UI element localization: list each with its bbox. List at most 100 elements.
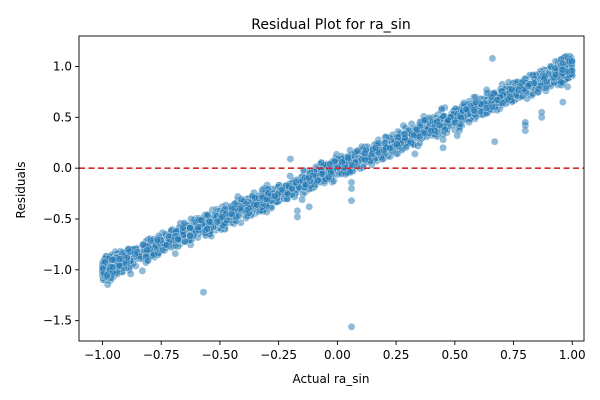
- data-point: [108, 263, 117, 272]
- data-point: [457, 113, 465, 122]
- data-point: [487, 92, 496, 101]
- data-point: [103, 280, 112, 289]
- y-axis-ticks: −1.5 −1.0 −0.5 0.0 0.5 1.0: [43, 60, 79, 328]
- data-point: [341, 170, 350, 179]
- data-point: [437, 104, 446, 113]
- data-point: [313, 176, 322, 185]
- y-tick-label: 1.0: [53, 60, 72, 74]
- data-point: [361, 155, 369, 164]
- data-point: [558, 65, 567, 74]
- data-point: [205, 217, 214, 226]
- plot-area: [78, 35, 585, 342]
- data-point: [482, 104, 491, 112]
- data-point: [394, 133, 403, 142]
- y-tick-label: −0.5: [43, 212, 72, 226]
- outlier-point: [490, 137, 499, 146]
- data-point: [234, 212, 243, 220]
- data-point: [380, 146, 388, 155]
- x-tick-label: 0.00: [324, 348, 351, 362]
- x-tick-label: 0.75: [500, 348, 527, 362]
- data-point: [568, 57, 576, 66]
- data-point: [143, 246, 152, 255]
- outlier-point: [126, 270, 135, 278]
- data-point: [203, 211, 212, 219]
- data-point: [362, 145, 370, 154]
- data-point: [144, 256, 152, 265]
- data-point: [469, 106, 478, 115]
- data-point: [465, 118, 473, 127]
- data-point: [181, 237, 189, 246]
- data-point: [435, 121, 444, 129]
- data-point: [353, 162, 362, 171]
- data-point: [115, 255, 124, 264]
- data-point: [186, 223, 194, 232]
- x-axis-ticks: −1.00 −0.75 −0.50 −0.25 0.00 0.25 0.50 0.75 1.00: [84, 341, 586, 362]
- data-point: [557, 78, 566, 87]
- outlier-point: [563, 82, 572, 91]
- x-tick-label: 1.00: [559, 348, 586, 362]
- data-point: [283, 189, 292, 198]
- outlier-point: [199, 288, 208, 297]
- data-point: [162, 241, 171, 250]
- data-point: [197, 216, 206, 225]
- outlier-point: [171, 249, 180, 258]
- data-point: [534, 88, 542, 97]
- data-point: [146, 236, 155, 245]
- outlier-point: [488, 54, 497, 63]
- data-point: [278, 185, 287, 194]
- x-tick-label: −0.50: [202, 348, 239, 362]
- data-point: [286, 172, 294, 180]
- data-point: [344, 154, 352, 162]
- data-point: [124, 245, 133, 253]
- data-point: [462, 105, 470, 113]
- axes-frame: [78, 35, 585, 342]
- data-point: [482, 86, 491, 94]
- outlier-point: [305, 202, 314, 211]
- data-point: [218, 213, 227, 222]
- y-tick-label: 0.5: [53, 110, 72, 124]
- data-point: [338, 158, 347, 167]
- data-point: [203, 224, 212, 233]
- data-point: [187, 215, 195, 223]
- data-point: [108, 255, 117, 264]
- data-point: [400, 130, 409, 139]
- x-tick-label: −1.00: [84, 348, 121, 362]
- data-point: [402, 143, 411, 152]
- data-point: [444, 116, 453, 125]
- x-tick-label: −0.25: [260, 348, 297, 362]
- x-tick-label: 0.25: [383, 348, 410, 362]
- outlier-point: [411, 150, 419, 158]
- data-point: [194, 223, 202, 232]
- data-point: [427, 127, 436, 135]
- outlier-point: [537, 108, 546, 117]
- data-point: [250, 193, 259, 202]
- data-point: [186, 232, 194, 240]
- data-point: [258, 185, 267, 194]
- data-point: [213, 217, 222, 226]
- x-axis-label: Actual ra_sin: [293, 372, 370, 386]
- y-tick-label: −1.5: [43, 314, 72, 328]
- outlier-point: [298, 195, 306, 204]
- data-point: [304, 173, 313, 182]
- data-point: [393, 140, 401, 149]
- data-point: [237, 195, 246, 203]
- data-point: [264, 189, 272, 198]
- x-tick-label: −0.75: [143, 348, 180, 362]
- data-point: [292, 178, 300, 187]
- outlier-point: [286, 155, 295, 163]
- data-point: [399, 121, 408, 130]
- data-point: [317, 158, 326, 167]
- data-point: [542, 84, 550, 92]
- data-point: [173, 235, 182, 244]
- data-point: [153, 235, 162, 244]
- data-point: [471, 98, 480, 107]
- data-point: [258, 203, 267, 211]
- data-point: [439, 112, 448, 121]
- data-point: [421, 116, 429, 125]
- chart-title: Residual Plot for ra_sin: [251, 17, 411, 33]
- data-point: [415, 132, 424, 141]
- y-tick-label: 0.0: [53, 161, 72, 175]
- outlier-point: [138, 267, 147, 275]
- points-layer: [98, 52, 577, 331]
